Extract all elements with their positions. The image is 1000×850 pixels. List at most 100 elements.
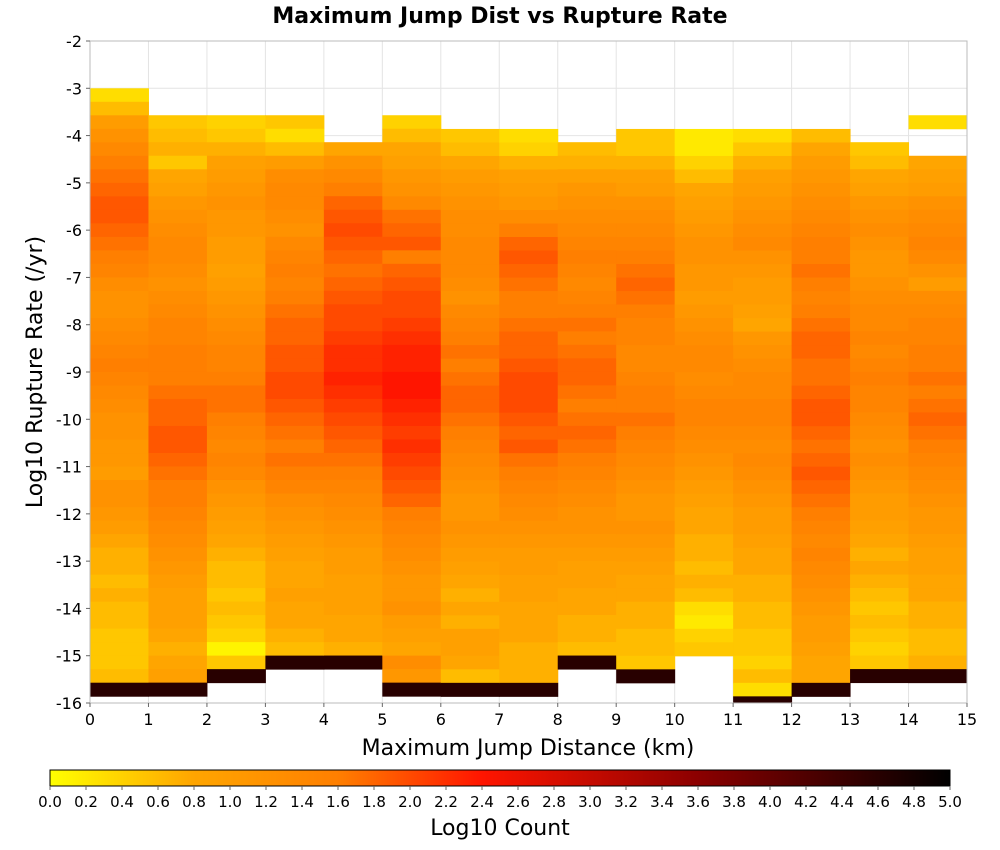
y-tick-label: -4: [66, 127, 82, 146]
x-tick-label: 6: [436, 710, 446, 729]
heatmap-cell: [557, 560, 617, 575]
heatmap-cell: [616, 196, 676, 211]
heatmap-cell: [90, 277, 149, 292]
heatmap-cell: [148, 128, 208, 143]
heatmap-cell: [850, 425, 910, 440]
heatmap-cell: [90, 344, 149, 359]
heatmap-cell: [557, 290, 617, 305]
heatmap-cell: [616, 493, 676, 508]
heatmap-cell: [733, 223, 793, 238]
heatmap-cell: [850, 304, 910, 319]
heatmap-cell: [499, 412, 559, 427]
colorbar-tick-label: 1.0: [218, 793, 242, 811]
heatmap-cell: [616, 210, 676, 225]
heatmap-cell: [148, 534, 208, 549]
y-tick-label: -2: [66, 32, 82, 51]
heatmap-cell: [90, 236, 149, 251]
heatmap-cell: [90, 263, 149, 278]
heatmap-cell: [850, 533, 910, 548]
heatmap-cell: [323, 547, 383, 562]
heatmap-cell: [323, 250, 383, 265]
heatmap-cell: [616, 264, 676, 279]
heatmap-cell: [499, 210, 559, 225]
heatmap-cell: [616, 169, 676, 184]
heatmap-cell: [440, 345, 500, 360]
heatmap-cell: [499, 561, 559, 576]
heatmap-cell: [323, 358, 383, 373]
heatmap-cell: [265, 534, 325, 549]
heatmap-cell: [206, 290, 266, 305]
heatmap-cell: [674, 291, 734, 306]
heatmap-cell: [908, 547, 968, 562]
heatmap-cell: [382, 250, 442, 265]
heatmap-cell: [557, 358, 617, 373]
heatmap-cell: [674, 331, 734, 346]
heatmap-cell: [148, 439, 208, 454]
heatmap-cell: [440, 574, 500, 589]
heatmap-cell: [323, 493, 383, 508]
heatmap-cell: [499, 601, 559, 616]
heatmap-cell: [440, 304, 500, 319]
heatmap-cell: [323, 155, 383, 170]
heatmap-cell: [908, 534, 968, 549]
heatmap-cell: [382, 534, 442, 549]
heatmap-cell: [323, 263, 383, 278]
heatmap-cell: [733, 304, 793, 319]
colorbar-tick-label: 1.4: [290, 793, 314, 811]
x-tick-label: 11: [723, 710, 743, 729]
y-tick-label: -3: [66, 79, 82, 98]
heatmap-cell: [382, 371, 442, 386]
colorbar-tick-label: 3.0: [578, 793, 602, 811]
heatmap-cell: [557, 642, 617, 657]
heatmap-cell: [557, 506, 617, 521]
colorbar-tick-label: 3.2: [614, 793, 638, 811]
heatmap-cell: [850, 588, 910, 603]
heatmap-cell: [850, 452, 910, 467]
heatmap-cell: [733, 372, 793, 387]
heatmap-cell: [616, 237, 676, 252]
heatmap-cell: [90, 669, 149, 684]
heatmap-cell: [265, 128, 325, 143]
heatmap-cell: [674, 628, 734, 643]
heatmap-cell: [557, 385, 617, 400]
heatmap-cell: [791, 439, 851, 454]
heatmap-cell: [791, 169, 851, 184]
heatmap-cell: [265, 250, 325, 265]
heatmap-cell: [382, 358, 442, 373]
heatmap-cell: [908, 236, 968, 251]
heatmap-cell: [674, 264, 734, 279]
heatmap-cell: [148, 425, 208, 440]
heatmap-cell: [674, 196, 734, 211]
heatmap-cell: [323, 209, 383, 224]
heatmap-cell: [440, 155, 500, 170]
heatmap-cell: [850, 142, 910, 157]
heatmap-cell: [733, 237, 793, 252]
heatmap-cell: [908, 196, 968, 211]
heatmap-cell: [90, 655, 149, 670]
heatmap-cell: [850, 317, 910, 332]
heatmap-cell: [499, 534, 559, 549]
heatmap-cell: [206, 155, 266, 170]
heatmap-cell: [908, 209, 968, 224]
heatmap-cell: [674, 345, 734, 360]
heatmap-cell: [557, 398, 617, 413]
heatmap-cell: [674, 372, 734, 387]
heatmap-cell: [616, 615, 676, 630]
heatmap-cell: [791, 534, 851, 549]
y-tick-label: -5: [66, 174, 82, 193]
heatmap-cell: [148, 561, 208, 576]
heatmap-cell: [557, 331, 617, 346]
colorbar-tick-label: 4.2: [794, 793, 818, 811]
heatmap-cell: [499, 372, 559, 387]
heatmap-cell: [440, 669, 500, 684]
y-axis-label: Log10 Rupture Rate (/yr): [23, 236, 48, 508]
heatmap-cell: [850, 371, 910, 386]
heatmap-cell: [674, 182, 734, 197]
heatmap-cell: [557, 628, 617, 643]
heatmap-cell: [616, 588, 676, 603]
heatmap-cell: [733, 250, 793, 265]
heatmap-cell: [382, 236, 442, 251]
y-tick-label: -12: [56, 505, 82, 524]
y-tick-label: -10: [56, 410, 82, 429]
heatmap-cell: [674, 385, 734, 400]
